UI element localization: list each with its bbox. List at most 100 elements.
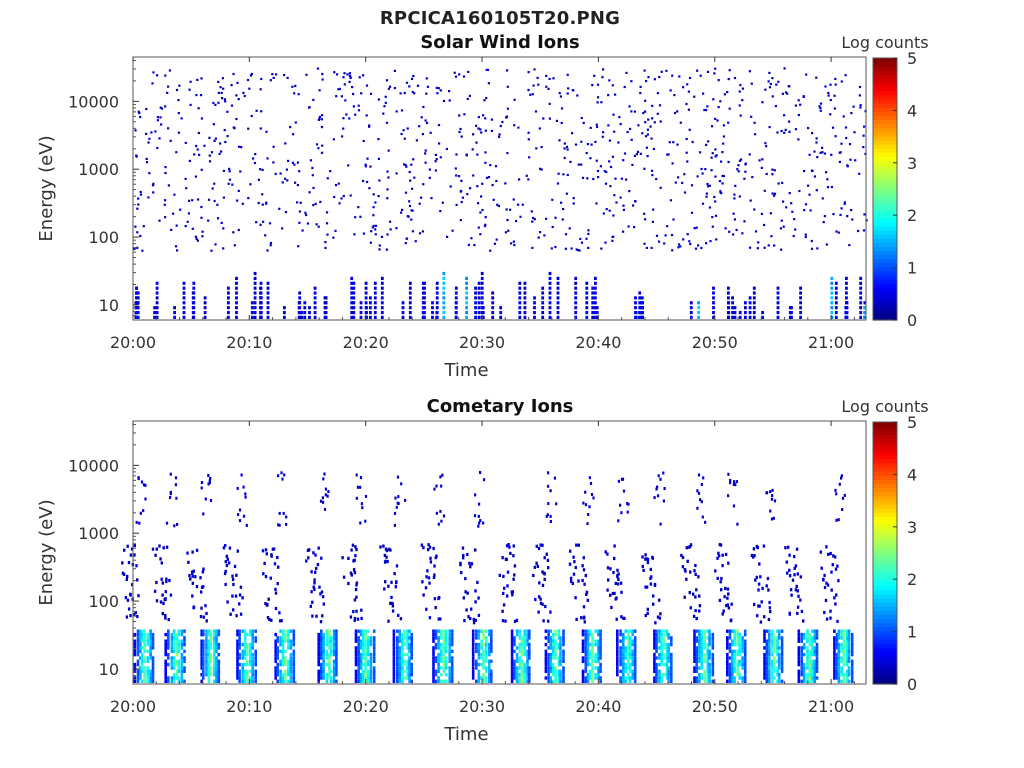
heatmap-cell	[753, 208, 756, 211]
heatmap-cell	[761, 315, 764, 319]
heatmap-cell	[539, 231, 542, 234]
heatmap-cell	[413, 92, 416, 95]
heatmap-cell	[173, 311, 176, 315]
heatmap-cell	[693, 569, 696, 573]
heatmap-cell	[400, 109, 404, 112]
heatmap-cell	[627, 676, 630, 680]
heatmap-cell	[311, 614, 314, 618]
heatmap-cell	[517, 203, 520, 206]
heatmap-cell	[165, 545, 169, 549]
heatmap-cell	[641, 564, 644, 568]
heatmap-cell	[235, 301, 238, 305]
heatmap-cell	[224, 544, 227, 548]
heatmap-cell	[274, 632, 277, 637]
heatmap-cell	[161, 581, 164, 585]
x-tick-label: 20:40	[575, 697, 621, 716]
heatmap-cell	[372, 642, 376, 647]
heatmap-cell	[387, 547, 391, 551]
heatmap-cell	[359, 315, 363, 319]
heatmap-cell	[243, 639, 247, 643]
heatmap-cell	[655, 662, 658, 667]
heatmap-cell	[276, 555, 279, 560]
heatmap-cell	[320, 649, 323, 653]
heatmap-cell	[328, 656, 331, 660]
heatmap-cell	[559, 642, 562, 647]
heatmap-cell	[733, 218, 736, 221]
heatmap-cell	[399, 92, 402, 95]
heatmap-cell	[541, 286, 545, 290]
heatmap-cell	[284, 676, 287, 680]
heatmap-cell	[143, 676, 146, 680]
heatmap-cell	[146, 673, 149, 677]
heatmap-cell	[663, 673, 666, 677]
heatmap-cell	[412, 158, 415, 161]
heatmap-cell	[180, 676, 184, 680]
heatmap-cell	[850, 639, 854, 643]
heatmap-cell	[622, 669, 625, 673]
heatmap-cell	[209, 499, 213, 502]
heatmap-cell	[835, 518, 838, 522]
heatmap-cell	[567, 87, 570, 90]
heatmap-cell	[720, 160, 723, 163]
heatmap-cell	[289, 126, 292, 129]
heatmap-cell	[700, 500, 703, 504]
heatmap-cell	[306, 222, 309, 225]
heatmap-cell	[321, 78, 324, 81]
heatmap-cell	[140, 679, 144, 683]
heatmap-cell	[359, 656, 363, 660]
heatmap-cell	[698, 652, 701, 657]
heatmap-cell	[180, 659, 184, 663]
colorbar-swatch	[873, 647, 897, 652]
heatmap-cell	[658, 679, 661, 683]
heatmap-cell	[797, 113, 800, 117]
heatmap-cell	[733, 666, 736, 670]
heatmap-cell	[209, 656, 213, 660]
heatmap-cell	[523, 666, 526, 670]
heatmap-cell	[207, 629, 211, 633]
heatmap-cell	[770, 497, 774, 501]
colorbar-swatch	[873, 495, 897, 501]
heatmap-cell	[200, 94, 203, 97]
heatmap-cell	[356, 485, 360, 489]
heatmap-cell	[511, 593, 514, 597]
heatmap-cell	[364, 649, 367, 653]
heatmap-cell	[710, 156, 713, 159]
heatmap-cell	[241, 649, 245, 653]
solar-wind-panel: 20:00 20:10 20:20 20:30 20:40 20:50 21:00Time1…	[36, 32, 929, 381]
heatmap-cell	[307, 556, 310, 560]
heatmap-cell	[156, 74, 159, 77]
heatmap-cell	[670, 679, 673, 683]
heatmap-cell	[209, 659, 213, 663]
heatmap-cell	[658, 632, 661, 637]
heatmap-cell	[301, 229, 304, 232]
heatmap-cell	[406, 127, 409, 130]
heatmap-cell	[834, 83, 837, 86]
heatmap-cell	[842, 659, 846, 663]
heatmap-cell	[701, 515, 704, 519]
heatmap-cell	[556, 315, 560, 319]
heatmap-cell	[342, 76, 345, 79]
heatmap-cell	[769, 82, 772, 86]
heatmap-cell	[813, 629, 817, 633]
heatmap-cell	[653, 639, 656, 643]
heatmap-cell	[298, 170, 301, 173]
heatmap-cell	[317, 632, 320, 637]
heatmap-cell	[548, 281, 552, 285]
heatmap-cell	[585, 311, 589, 315]
heatmap-cell	[207, 659, 211, 663]
heatmap-cell	[842, 656, 846, 660]
heatmap-cell	[585, 592, 588, 596]
heatmap-cell	[695, 636, 698, 640]
colorbar-swatch	[873, 626, 897, 632]
colorbar-swatch	[873, 205, 897, 211]
heatmap-cell	[827, 552, 830, 556]
heatmap-cell	[597, 176, 600, 179]
heatmap-cell	[580, 116, 583, 120]
heatmap-cell	[813, 175, 816, 178]
heatmap-cell	[320, 118, 323, 121]
heatmap-cell	[442, 271, 446, 276]
heatmap-cell	[434, 629, 438, 633]
heatmap-cell	[398, 632, 402, 637]
heatmap-cell	[808, 153, 811, 156]
heatmap-cell	[213, 666, 216, 670]
